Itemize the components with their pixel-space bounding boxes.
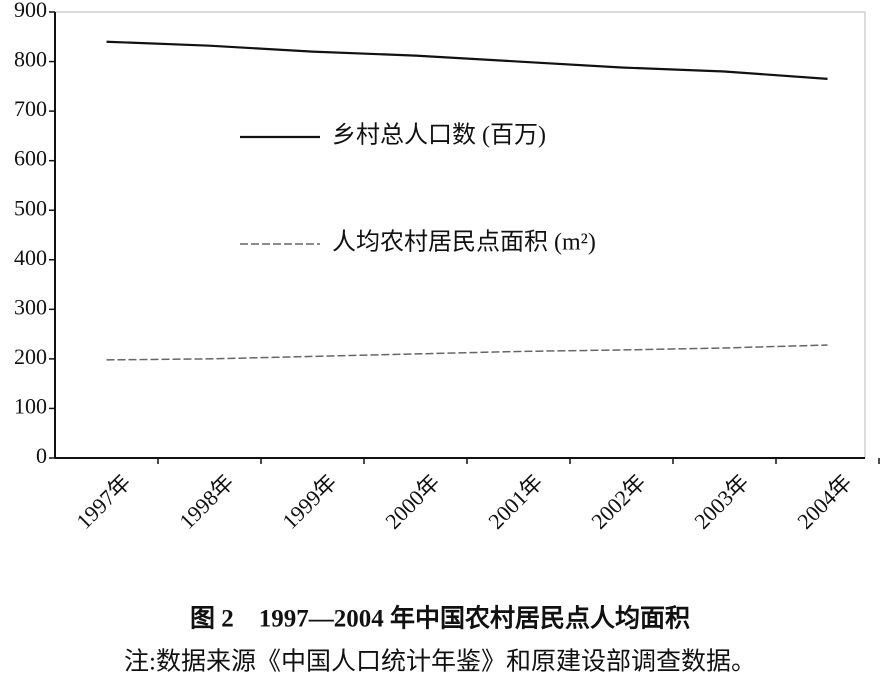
y-tick-label: 900	[14, 0, 47, 22]
y-tick-label: 300	[14, 294, 47, 319]
y-tick-label: 400	[14, 245, 47, 270]
x-tick-label: 2002年	[586, 469, 650, 533]
note: 注:数据来源《中国人口统计年鉴》和原建设部调查数据。	[124, 648, 756, 676]
x-tick-label: 2000年	[380, 469, 444, 533]
legend-label: 人均农村居民点面积 (m²)	[332, 229, 596, 256]
y-tick-label: 200	[14, 344, 47, 369]
x-tick-label: 1997年	[71, 469, 135, 533]
x-tick-label: 1999年	[277, 469, 341, 533]
y-tick-label: 800	[14, 47, 47, 72]
y-tick-label: 600	[14, 146, 47, 171]
legend-label: 乡村总人口数 (百万)	[332, 122, 546, 149]
caption: 图 2 1997—2004 年中国农村居民点人均面积	[190, 604, 690, 633]
line	[106, 40, 828, 80]
x-tick-label: 2004年	[792, 469, 856, 533]
y-tick-label: 500	[14, 195, 47, 220]
x-tick-label: 2001年	[483, 469, 547, 533]
y-tick-label: 100	[14, 393, 47, 418]
y-tick-label: 700	[14, 96, 47, 121]
y-tick-label: 0	[36, 443, 47, 468]
x-tick-label: 1998年	[174, 469, 238, 533]
line	[106, 344, 828, 361]
x-tick-label: 2003年	[689, 469, 753, 533]
